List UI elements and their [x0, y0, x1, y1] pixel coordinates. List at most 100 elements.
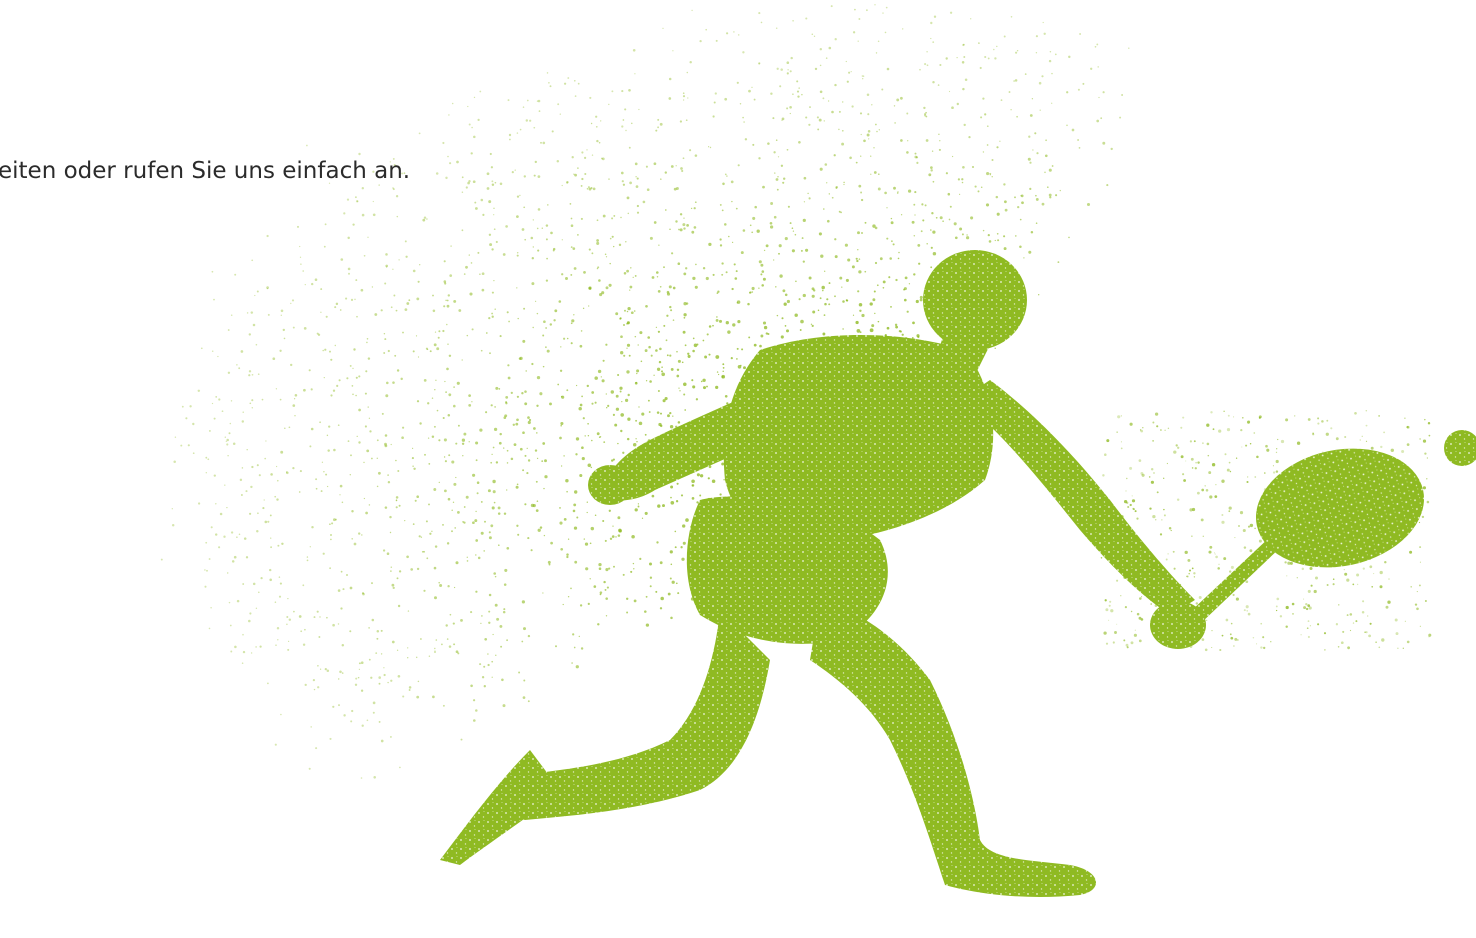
particle	[570, 217, 573, 220]
particle	[477, 556, 481, 560]
particle	[393, 294, 396, 297]
particle	[657, 330, 661, 333]
particle	[339, 309, 342, 311]
particle	[693, 343, 698, 348]
particle	[591, 154, 594, 156]
particle	[874, 4, 876, 6]
particle	[664, 397, 668, 401]
particle	[871, 104, 873, 106]
particle	[653, 162, 657, 166]
particle	[1354, 411, 1357, 415]
particle	[205, 472, 207, 474]
particle	[508, 320, 510, 323]
particle	[741, 348, 744, 351]
particle	[605, 568, 609, 572]
particle	[391, 640, 395, 644]
particle	[1030, 231, 1034, 234]
particle	[337, 678, 340, 680]
particle	[798, 298, 801, 301]
particle	[208, 558, 211, 560]
particle	[961, 181, 964, 184]
particle	[391, 583, 395, 587]
particle	[620, 429, 623, 433]
particle	[490, 524, 494, 528]
particle	[908, 283, 911, 285]
particle	[383, 332, 386, 335]
particle	[1036, 152, 1039, 155]
particle	[1031, 98, 1034, 100]
particle	[609, 537, 613, 540]
particle	[670, 309, 673, 312]
particle	[545, 327, 547, 329]
particle	[1173, 450, 1177, 454]
particle	[1134, 510, 1137, 513]
particle	[763, 325, 768, 330]
particle	[1247, 525, 1251, 528]
particle	[889, 257, 892, 260]
particle	[455, 561, 459, 565]
particle	[376, 637, 379, 640]
particle	[446, 323, 448, 326]
particle	[1120, 595, 1122, 597]
particle	[494, 575, 497, 578]
particle	[586, 188, 589, 190]
particle	[859, 309, 862, 313]
particle	[839, 276, 843, 280]
particle	[633, 310, 636, 312]
particle	[338, 704, 340, 707]
particle	[377, 471, 381, 475]
particle	[495, 240, 498, 244]
particle	[575, 453, 578, 456]
particle	[762, 277, 766, 281]
particle	[579, 344, 583, 348]
particle	[466, 556, 468, 558]
particle	[1286, 575, 1288, 577]
particle	[491, 506, 495, 510]
particle	[486, 187, 490, 190]
particle	[412, 465, 414, 467]
particle	[797, 95, 800, 98]
particle	[1387, 600, 1391, 604]
particle	[1068, 236, 1070, 239]
particle	[712, 324, 714, 327]
particle	[522, 106, 525, 108]
particle	[416, 400, 420, 403]
particle	[787, 205, 790, 208]
particle	[516, 215, 519, 218]
particle	[852, 31, 856, 34]
particle	[545, 224, 549, 227]
particle	[996, 146, 999, 149]
particle	[900, 139, 903, 142]
particle	[677, 421, 681, 424]
particle	[531, 257, 534, 260]
particle	[448, 454, 451, 457]
particle	[662, 27, 664, 30]
particle	[463, 506, 466, 508]
particle	[596, 239, 599, 242]
particle	[516, 418, 519, 422]
particle	[1114, 631, 1117, 634]
particle	[505, 225, 508, 228]
particle	[676, 350, 678, 353]
particle	[1013, 80, 1015, 82]
particle	[310, 427, 314, 431]
particle	[1308, 606, 1312, 610]
particle	[841, 286, 843, 288]
particle	[315, 478, 318, 481]
particle	[1100, 117, 1103, 120]
particle	[626, 347, 628, 349]
particle	[660, 178, 662, 180]
particle	[586, 501, 588, 503]
particle	[787, 69, 789, 71]
particle	[978, 42, 980, 44]
particle	[218, 398, 221, 401]
particle	[545, 238, 548, 241]
particle	[812, 310, 816, 314]
particle	[302, 270, 304, 272]
particle	[1126, 646, 1129, 649]
particle	[660, 412, 662, 415]
particle	[225, 440, 227, 443]
particle	[461, 442, 465, 446]
particle	[336, 384, 339, 387]
particle	[578, 406, 582, 411]
